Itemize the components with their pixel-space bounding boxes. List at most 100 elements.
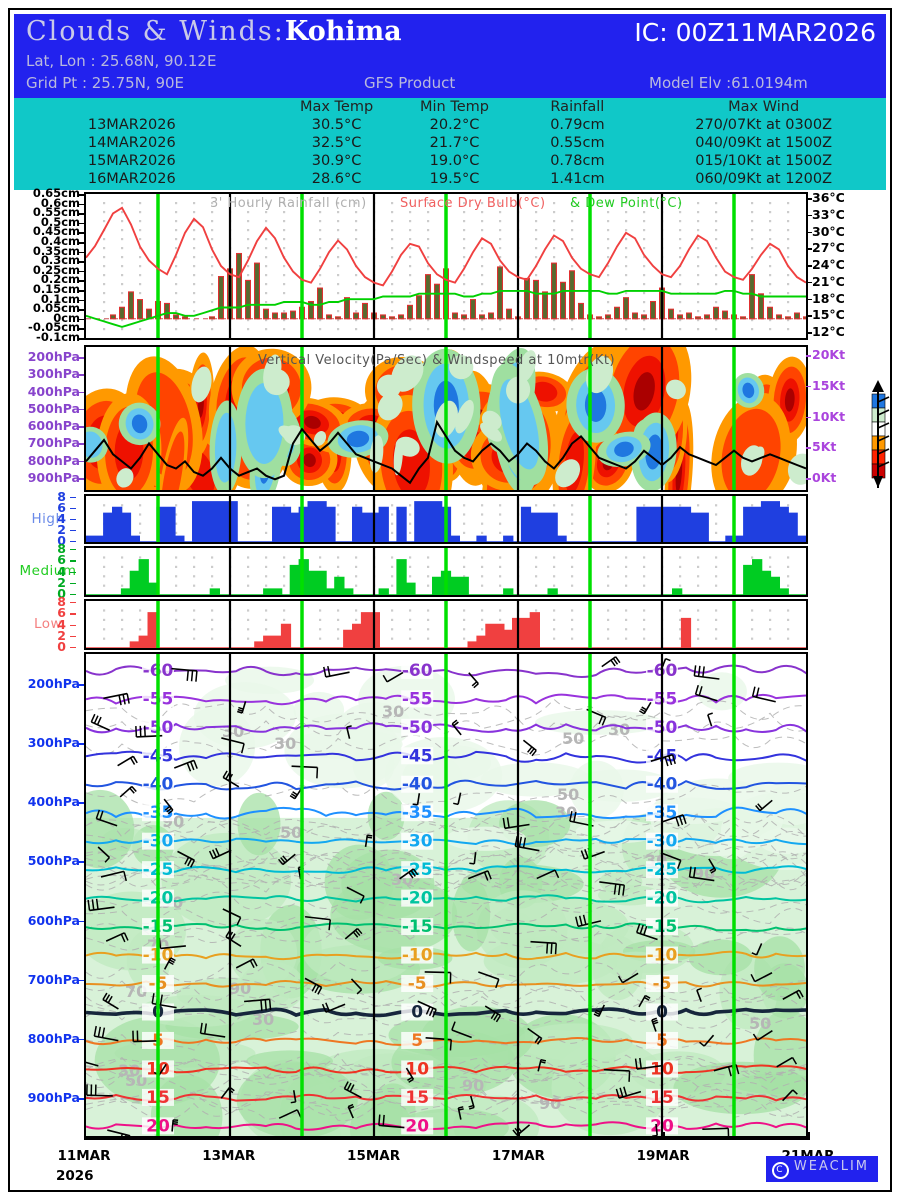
svg-text:90: 90: [229, 979, 251, 998]
axis-tick-mark: [78, 338, 84, 340]
axis-tick-mark: [78, 357, 84, 359]
svg-text:30: 30: [118, 1061, 140, 1080]
windspeed-scale-tick: 5Kt: [812, 439, 837, 455]
cloud-axis-tick: 6: [57, 605, 66, 621]
time-tick-label: 15MAR: [347, 1148, 401, 1164]
medium-cloud-panel: [84, 546, 808, 597]
time-tick-mark: [373, 1132, 376, 1140]
col-rainfall: Rainfall: [550, 99, 605, 115]
table-row: 14MAR2026 32.5°C 21.7°C 0.55cm 040/09Kt at 1…: [14, 134, 886, 152]
svg-text:90: 90: [539, 1094, 561, 1113]
rain-axis-tick: 0.4cm: [40, 234, 80, 248]
time-tick-label: 13MAR: [202, 1148, 256, 1164]
copyright-icon: C: [771, 1162, 789, 1179]
temp-axis-tick: 36°C: [812, 190, 845, 205]
header-banner: Clouds & Winds:Kohima IC: 00Z11MAR2026 L…: [14, 14, 886, 98]
vertical-velocity-panel: [84, 345, 808, 492]
vertical-velocity-plot-area: [86, 347, 806, 490]
axis-tick-mark: [806, 265, 812, 267]
cell-min_temp: 20.2°C: [429, 117, 480, 133]
rain-axis-tick: 0.25cm: [32, 262, 80, 277]
axis-tick-mark: [806, 332, 812, 334]
axis-tick-mark: [78, 1098, 84, 1100]
time-tick-mark: [518, 1132, 521, 1140]
cell-max_temp: 32.5°C: [311, 135, 362, 151]
svg-text:50: 50: [562, 729, 584, 748]
svg-text:30: 30: [252, 1010, 274, 1029]
logo-text: WEACLIM: [793, 1159, 869, 1174]
axis-tick-mark: [78, 478, 84, 480]
temp-axis-tick: 15°C: [812, 307, 845, 323]
rain-axis-tick: 0.35cm: [32, 243, 80, 258]
pressure-axis-tick: 500hPa: [27, 853, 80, 869]
title-prefix: Clouds & Winds:: [26, 16, 285, 47]
cell-max_temp: 30.9°C: [311, 153, 362, 169]
pressure-axis-tick: 400hPa: [27, 794, 80, 810]
temp-axis-tick: 12°C: [812, 324, 845, 339]
cell-rainfall: 0.55cm: [550, 135, 605, 151]
cloud-axis-tick: 0: [57, 586, 66, 601]
cloud-axis-tick: 2: [57, 574, 66, 590]
pressure-axis-tick: 600hPa: [27, 418, 80, 434]
axis-tick-mark: [70, 541, 76, 543]
cell-max_wind: 060/09Kt at 1200Z: [695, 171, 833, 187]
cell-max_wind: 040/09Kt at 1500Z: [695, 135, 833, 151]
table-row: 16MAR2026 28.6°C 19.5°C 1.41cm 060/09Kt at 1…: [14, 170, 886, 188]
axis-tick-mark: [70, 549, 76, 551]
temp-axis-tick: 27°C: [812, 240, 845, 256]
rain-axis-tick: 0.2cm: [40, 272, 80, 287]
svg-text:30: 30: [382, 702, 404, 721]
rain-axis-tick: -0.1cm: [36, 330, 80, 344]
forecast-summary-table: Max Temp Min Temp Rainfall Max Wind 13MA…: [14, 98, 886, 190]
station-name: Kohima: [284, 16, 402, 47]
rain-axis-tick: 0cm: [53, 310, 80, 325]
svg-text:50: 50: [557, 785, 579, 804]
cloud-axis-tick: 0: [57, 639, 66, 654]
axis-tick-mark: [70, 519, 76, 521]
svg-text:-35: -35: [402, 803, 433, 823]
axis-tick-mark: [78, 232, 84, 234]
lat-lon-label: Lat, Lon : 25.68N, 90.12E: [26, 52, 217, 70]
svg-text:30: 30: [608, 720, 630, 739]
rain-axis-tick: 0.05cm: [32, 301, 80, 316]
axis-tick-mark: [78, 374, 84, 376]
medium-cloud-label: Medium: [19, 563, 77, 579]
svg-text:20: 20: [405, 1116, 429, 1136]
windspeed-scale-tick: 20Kt: [812, 347, 846, 362]
axis-tick-mark: [806, 447, 811, 449]
axis-tick-mark: [78, 920, 84, 923]
axis-tick-mark: [70, 594, 76, 596]
cell-min_temp: 19.5°C: [429, 171, 480, 187]
axis-tick-mark: [70, 624, 76, 626]
time-tick-label: 19MAR: [636, 1148, 690, 1164]
cloud-axis-tick: 2: [57, 627, 66, 643]
cell-date: 14MAR2026: [87, 135, 176, 151]
outer-frame: [8, 8, 892, 1192]
axis-tick-mark: [70, 508, 76, 510]
svg-text:-60: -60: [402, 661, 433, 681]
upper-air-panel: 5090303090307050309090703090503050303090…: [84, 652, 808, 1138]
pressure-axis-tick: 300hPa: [27, 366, 80, 382]
axis-tick-mark: [70, 635, 76, 638]
pressure-axis-tick: 800hPa: [27, 1030, 80, 1046]
axis-tick-mark: [806, 355, 811, 357]
axis-tick-mark: [806, 214, 812, 217]
svg-text:-40: -40: [402, 775, 433, 795]
col-date: [14, 98, 278, 116]
axis-tick-mark: [78, 280, 84, 282]
rain-title-part-2: & Dew Point(°C): [570, 196, 683, 211]
page-title: Clouds & Winds:Kohima: [26, 16, 402, 47]
model-elevation-label: Model Elv :61.0194m: [649, 74, 808, 92]
axis-tick-mark: [78, 443, 84, 445]
axis-tick-mark: [78, 290, 84, 292]
cloud-axis-tick: 8: [57, 489, 66, 504]
svg-text:50: 50: [280, 823, 302, 842]
high-cloud-label: High: [31, 511, 65, 527]
svg-text:-55: -55: [402, 689, 433, 709]
cloud-axis-tick: 4: [57, 563, 66, 579]
pressure-axis-tick: 700hPa: [27, 435, 80, 451]
init-condition-label: IC: 00Z11MAR2026: [634, 18, 876, 47]
col-max-wind: Max Wind: [728, 99, 800, 115]
rain-axis-tick: 0.3cm: [40, 253, 80, 268]
svg-text:15: 15: [405, 1088, 429, 1108]
